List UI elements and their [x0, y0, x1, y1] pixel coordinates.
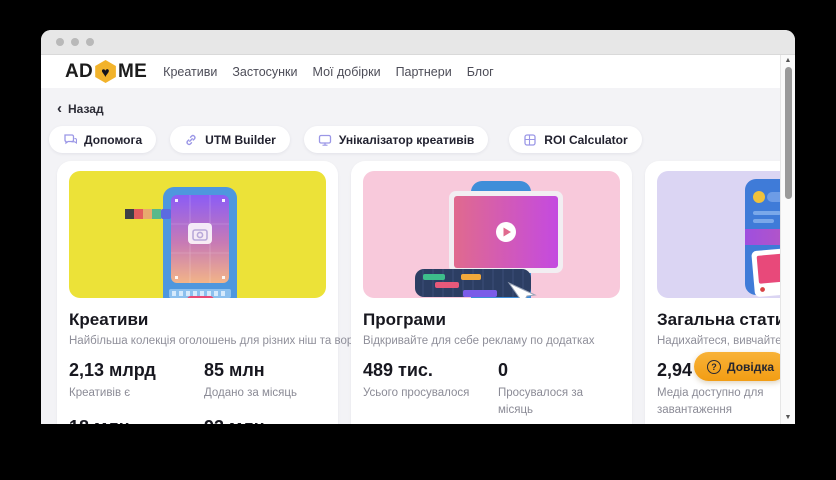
adme-logo[interactable]: AD ♥ ME: [65, 60, 147, 83]
creatives-illustration: [69, 171, 326, 298]
card-title: Загальна статистика: [657, 310, 795, 329]
stat-value: 85 млн: [204, 360, 265, 380]
stat-label: Просувалося за місяць: [498, 387, 584, 416]
window-minimize-button[interactable]: [71, 38, 79, 46]
stat-value: 18 млн: [69, 417, 194, 424]
site-header: AD ♥ ME Креативи Застосунки Мої добірки …: [41, 55, 795, 88]
programs-illustration: [363, 171, 620, 298]
scrollbar-down-arrow-icon[interactable]: ▼: [784, 414, 792, 421]
stat-label: Креативів є: [69, 387, 131, 399]
help-label: Довідка: [727, 359, 775, 374]
utm-builder-button[interactable]: UTM Builder: [170, 126, 290, 153]
link-icon: [184, 133, 198, 147]
help-tool-button[interactable]: Допомога: [49, 126, 157, 153]
scrollbar-up-arrow-icon[interactable]: ▲: [784, 57, 792, 64]
scrollbar-thumb[interactable]: [785, 67, 792, 199]
stat: 0 Просувалося за місяць: [498, 360, 620, 418]
window-zoom-button[interactable]: [86, 38, 94, 46]
browser-window: AD ♥ ME Креативи Застосунки Мої добірки …: [41, 30, 795, 424]
card-programs[interactable]: Програми Відкривайте для себе рекламу по…: [351, 161, 632, 424]
card-stats: 2,13 млрд Креативів є 85 млн Додано за м…: [69, 360, 326, 424]
stat: 18 млн: [69, 417, 194, 424]
stat-value: 489 тис.: [363, 360, 433, 380]
statistics-illustration: [657, 171, 795, 298]
vertical-scrollbar[interactable]: ▲ ▼: [780, 55, 795, 424]
nav-item-creatives[interactable]: Креативи: [163, 64, 218, 79]
stat-label: Додано за місяць: [204, 387, 297, 399]
card-subtitle: Відкривайте для себе рекламу по додатках: [363, 335, 595, 347]
feature-cards-row: Креативи Найбільша колекція оголошень дл…: [57, 161, 795, 424]
stat-value: 0: [498, 360, 509, 380]
nav-item-partners[interactable]: Партнери: [395, 64, 452, 79]
stat: 489 тис. Усього просувалося: [363, 360, 488, 418]
tools-row: Допомога UTM Builder Унікалізатор креати…: [49, 126, 795, 153]
monitor-icon: [318, 133, 332, 147]
card-title: Креативи: [69, 310, 149, 329]
logo-text-prefix: AD: [65, 60, 94, 82]
card-subtitle: Найбільша колекція оголошень для різних …: [69, 335, 378, 347]
stat-value: 93 млн: [204, 417, 326, 424]
nav-item-apps[interactable]: Застосунки: [232, 64, 298, 79]
stat: 85 млн Додано за місяць: [204, 360, 326, 402]
card-subtitle: Надихайтеся, вивчайте та а: [657, 335, 795, 347]
tool-label: UTM Builder: [205, 132, 276, 147]
stat-label: Медіа доступно для завантаження: [657, 387, 764, 416]
stat: 93 млн: [204, 417, 326, 424]
card-title: Програми: [363, 310, 446, 329]
stat-label: Усього просувалося: [363, 387, 470, 399]
calculator-icon: [523, 133, 537, 147]
card-stats: 489 тис. Усього просувалося 0 Просувалос…: [363, 360, 620, 424]
window-close-button[interactable]: [56, 38, 64, 46]
roi-calculator-button[interactable]: ROI Calculator: [509, 126, 642, 153]
logo-hexagon: ♥: [95, 60, 116, 83]
tool-label: Допомога: [84, 132, 143, 147]
creative-uniquifier-button[interactable]: Унікалізатор креативів: [303, 126, 489, 153]
stat: 2,13 млрд Креативів є: [69, 360, 194, 402]
nav-item-blog[interactable]: Блог: [466, 64, 494, 79]
page-content: ‹ Назад Допомога UTM Builder Унікаліз: [41, 88, 795, 424]
stat-value: 2,13 млрд: [69, 360, 156, 380]
logo-text-suffix: ME: [118, 60, 148, 82]
nav-item-collections[interactable]: Мої добірки: [312, 64, 381, 79]
window-titlebar: [41, 30, 795, 55]
chat-icon: [63, 133, 77, 147]
heart-icon: ♥: [101, 63, 110, 80]
question-icon: ?: [707, 359, 721, 374]
card-statistics[interactable]: Загальна статистика Надихайтеся, вивчайт…: [645, 161, 795, 424]
card-creatives[interactable]: Креативи Найбільша колекція оголошень дл…: [57, 161, 378, 424]
main-nav: Креативи Застосунки Мої добірки Партнери…: [163, 65, 494, 79]
back-label: Назад: [68, 101, 104, 116]
tool-label: Унікалізатор креативів: [338, 132, 475, 147]
help-floating-button[interactable]: ? Довідка: [694, 352, 788, 381]
tool-label: ROI Calculator: [544, 132, 628, 147]
chevron-left-icon: ‹: [57, 100, 62, 117]
back-button[interactable]: ‹ Назад: [57, 101, 104, 116]
